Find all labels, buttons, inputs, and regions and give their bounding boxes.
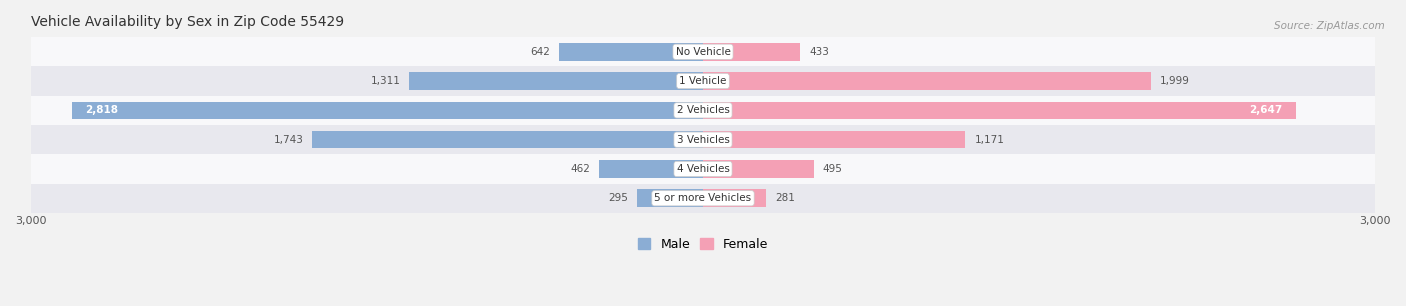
Bar: [599, 160, 703, 178]
Text: 2 Vehicles: 2 Vehicles: [676, 105, 730, 115]
Bar: [703, 72, 1152, 90]
Text: Vehicle Availability by Sex in Zip Code 55429: Vehicle Availability by Sex in Zip Code …: [31, 15, 344, 29]
Text: 1 Vehicle: 1 Vehicle: [679, 76, 727, 86]
Bar: [703, 160, 814, 178]
Text: 495: 495: [823, 164, 842, 174]
Text: 281: 281: [775, 193, 794, 203]
Text: 1,311: 1,311: [370, 76, 401, 86]
Bar: [72, 102, 703, 119]
Text: 1,171: 1,171: [974, 135, 1004, 145]
Text: 2,647: 2,647: [1250, 105, 1282, 115]
Bar: [31, 96, 1375, 125]
Bar: [703, 43, 800, 61]
Text: 3 Vehicles: 3 Vehicles: [676, 135, 730, 145]
Bar: [409, 72, 703, 90]
Text: No Vehicle: No Vehicle: [675, 47, 731, 57]
Text: 4 Vehicles: 4 Vehicles: [676, 164, 730, 174]
Text: 5 or more Vehicles: 5 or more Vehicles: [654, 193, 752, 203]
Bar: [637, 189, 703, 207]
Text: 462: 462: [571, 164, 591, 174]
Bar: [31, 66, 1375, 96]
Bar: [31, 125, 1375, 154]
Bar: [560, 43, 703, 61]
Bar: [703, 102, 1296, 119]
Text: 2,818: 2,818: [84, 105, 118, 115]
Bar: [312, 131, 703, 148]
Text: 1,743: 1,743: [274, 135, 304, 145]
Text: 1,999: 1,999: [1160, 76, 1189, 86]
Text: 642: 642: [530, 47, 550, 57]
Text: Source: ZipAtlas.com: Source: ZipAtlas.com: [1274, 21, 1385, 32]
Legend: Male, Female: Male, Female: [633, 233, 773, 256]
Text: 295: 295: [607, 193, 628, 203]
Bar: [31, 37, 1375, 66]
Bar: [31, 154, 1375, 184]
Text: 433: 433: [808, 47, 830, 57]
Bar: [31, 184, 1375, 213]
Bar: [703, 189, 766, 207]
Bar: [703, 131, 966, 148]
